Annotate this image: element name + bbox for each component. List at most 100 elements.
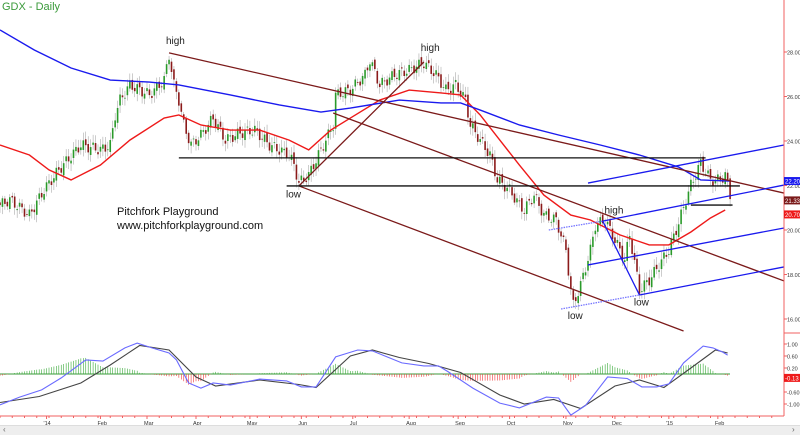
candle-down — [187, 132, 190, 144]
candle-up — [116, 107, 119, 123]
candle-up — [55, 167, 58, 181]
candle-down — [513, 193, 516, 203]
scroll-left-icon[interactable]: ‹ — [3, 425, 6, 434]
osc-tick-label: 0.20 — [787, 367, 798, 373]
candle-down — [160, 86, 163, 88]
candle-down — [195, 139, 197, 145]
candle-down — [474, 120, 477, 133]
candle-up — [670, 239, 673, 256]
candle-up — [660, 259, 663, 270]
candle-up — [283, 148, 285, 151]
candle-up — [641, 291, 643, 292]
candle-down — [555, 212, 557, 218]
candle-down — [285, 147, 288, 159]
candle-up — [717, 174, 719, 180]
candle-up — [643, 280, 646, 292]
price-tick-label: 16.00 — [787, 318, 800, 324]
candle-up — [623, 260, 626, 263]
candle-up — [28, 209, 31, 217]
candle-up — [472, 123, 474, 129]
chart-title: GDX - Daily — [2, 1, 61, 13]
candle-up — [102, 144, 104, 149]
candle-up — [119, 94, 121, 106]
candle-down — [219, 121, 222, 127]
candle-up — [48, 180, 50, 184]
osc-tag-label: -0.13 — [785, 376, 799, 382]
candle-up — [163, 76, 165, 90]
candle-up — [584, 272, 587, 276]
candle-down — [518, 200, 521, 202]
candle-up — [53, 178, 55, 183]
candle-down — [447, 81, 450, 90]
pitchfork-line — [587, 144, 785, 184]
candle-up — [99, 146, 102, 152]
candle-down — [491, 153, 494, 160]
time-tick-label: Nov — [563, 421, 573, 427]
candle-down — [249, 128, 251, 135]
candle-up — [597, 223, 599, 232]
candle-down — [540, 203, 543, 216]
pitchfork-line — [298, 61, 425, 187]
price-tick-label: 24.00 — [787, 140, 800, 146]
candle-up — [300, 175, 303, 181]
candle-down — [572, 290, 575, 300]
candle-up — [606, 221, 609, 225]
time-tick-label: Feb — [97, 421, 106, 427]
candle-down — [413, 65, 415, 74]
candle-down — [374, 59, 376, 70]
candle-up — [692, 181, 695, 183]
candle-down — [359, 81, 361, 86]
osc-tick-label: -0.60 — [787, 391, 800, 397]
candle-up — [202, 130, 205, 132]
candle-down — [6, 201, 9, 207]
time-tick-label: Aug — [406, 421, 416, 427]
candle-up — [361, 75, 364, 85]
candle-up — [410, 67, 413, 69]
candle-up — [582, 272, 584, 280]
candle-up — [165, 64, 168, 74]
candle-down — [50, 181, 53, 185]
candle-down — [560, 231, 562, 237]
pitchfork-line — [298, 185, 684, 332]
candle-up — [156, 82, 158, 91]
scroll-right-icon[interactable]: › — [792, 425, 795, 434]
candle-up — [699, 159, 702, 166]
candle-up — [124, 97, 126, 99]
candle-down — [4, 198, 6, 204]
candle-up — [677, 224, 680, 238]
candle-up — [329, 130, 332, 132]
candle-up — [425, 62, 428, 70]
candle-up — [508, 184, 511, 187]
time-tick-label: '14 — [44, 421, 51, 427]
candle-down — [469, 118, 472, 127]
candle-down — [675, 230, 677, 235]
candle-up — [16, 209, 18, 211]
candle-down — [530, 202, 533, 205]
pitchfork-line — [548, 220, 603, 231]
candle-up — [543, 212, 545, 216]
candle-up — [315, 163, 317, 169]
candle-down — [562, 235, 565, 237]
candle-down — [437, 72, 440, 77]
candle-up — [398, 69, 401, 81]
candle-up — [254, 125, 256, 133]
candle-down — [611, 228, 614, 240]
candle-down — [501, 174, 504, 183]
candle-down — [459, 90, 462, 97]
candle-down — [712, 181, 714, 186]
candle-down — [21, 203, 23, 208]
price-tick-label: 18.00 — [787, 273, 800, 279]
candle-up — [89, 147, 92, 155]
candle-down — [619, 241, 621, 249]
candle-up — [153, 88, 156, 96]
candle-up — [695, 178, 697, 180]
candle-up — [325, 140, 327, 152]
candle-down — [170, 61, 173, 72]
candle-down — [0, 202, 1, 206]
osc-tick-label: 0.60 — [787, 355, 798, 361]
candle-up — [310, 165, 312, 175]
candle-up — [369, 64, 371, 71]
candle-up — [499, 176, 501, 184]
horizontal-scrollbar[interactable]: ‹ › — [0, 425, 800, 435]
